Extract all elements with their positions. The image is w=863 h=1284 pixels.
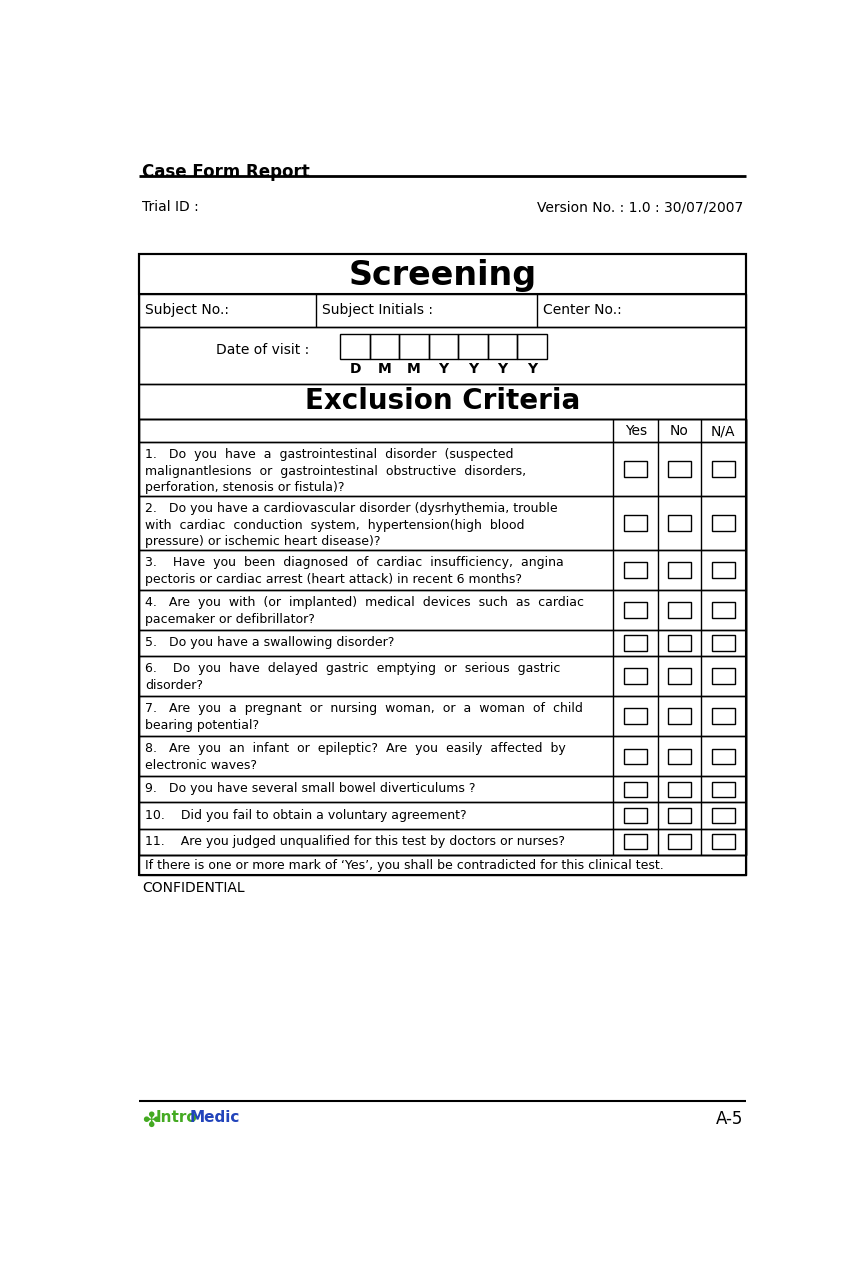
- Text: Subject Initials :: Subject Initials :: [322, 303, 432, 317]
- Text: Center No.:: Center No.:: [544, 303, 622, 317]
- Text: Trial ID :: Trial ID :: [142, 200, 198, 214]
- Bar: [712, 749, 735, 764]
- Bar: [712, 461, 735, 476]
- Text: If there is one or more mark of ‘Yes’, you shall be contradicted for this clinic: If there is one or more mark of ‘Yes’, y…: [145, 859, 664, 872]
- Bar: [624, 602, 647, 618]
- Text: 7.   Are  you  a  pregnant  or  nursing  woman,  or  a  woman  of  child
bearing: 7. Are you a pregnant or nursing woman, …: [145, 702, 583, 732]
- Bar: [624, 709, 647, 724]
- Bar: [712, 669, 735, 684]
- Bar: [668, 602, 691, 618]
- Bar: [712, 636, 735, 651]
- Text: 11.    Are you judged unqualified for this test by doctors or nurses?: 11. Are you judged unqualified for this …: [145, 835, 565, 847]
- Bar: [139, 630, 746, 656]
- Bar: [139, 384, 746, 419]
- Bar: [139, 736, 746, 777]
- Text: ✤: ✤: [142, 1111, 160, 1130]
- Bar: [139, 294, 746, 326]
- Bar: [668, 515, 691, 530]
- Text: Date of visit :: Date of visit :: [217, 344, 310, 357]
- Text: Case Form Report: Case Form Report: [142, 163, 310, 181]
- Bar: [712, 782, 735, 797]
- Bar: [139, 855, 746, 874]
- Text: Exclusion Criteria: Exclusion Criteria: [305, 388, 580, 416]
- Text: 5.   Do you have a swallowing disorder?: 5. Do you have a swallowing disorder?: [145, 636, 394, 650]
- Text: D: D: [350, 362, 361, 376]
- Text: M: M: [407, 362, 421, 376]
- Text: 2.   Do you have a cardiovascular disorder (dysrhythemia, trouble
with  cardiac : 2. Do you have a cardiovascular disorder…: [145, 502, 557, 548]
- Bar: [624, 808, 647, 823]
- Bar: [712, 562, 735, 578]
- Text: Subject No.:: Subject No.:: [145, 303, 229, 317]
- Bar: [624, 461, 647, 476]
- Bar: [139, 802, 746, 828]
- Bar: [668, 782, 691, 797]
- Bar: [712, 709, 735, 724]
- Bar: [488, 334, 517, 360]
- Text: Y: Y: [526, 362, 537, 376]
- Text: Screening: Screening: [349, 259, 536, 291]
- Bar: [340, 334, 370, 360]
- Bar: [668, 808, 691, 823]
- Bar: [139, 777, 746, 802]
- Bar: [139, 656, 746, 696]
- Bar: [139, 254, 746, 294]
- Bar: [624, 515, 647, 530]
- Bar: [624, 636, 647, 651]
- Bar: [400, 334, 429, 360]
- Bar: [624, 782, 647, 797]
- Text: 3.    Have  you  been  diagnosed  of  cardiac  insufficiency,  angina
pectoris o: 3. Have you been diagnosed of cardiac in…: [145, 556, 564, 586]
- Bar: [712, 602, 735, 618]
- Bar: [370, 334, 400, 360]
- Bar: [517, 334, 546, 360]
- Bar: [139, 419, 746, 855]
- Bar: [668, 749, 691, 764]
- Bar: [139, 442, 746, 496]
- Bar: [139, 419, 746, 442]
- Text: N/A: N/A: [711, 424, 735, 438]
- Text: Y: Y: [497, 362, 507, 376]
- Bar: [668, 835, 691, 850]
- Text: A-5: A-5: [716, 1111, 743, 1129]
- Text: Medic: Medic: [190, 1111, 241, 1125]
- Bar: [139, 254, 746, 874]
- Text: 10.    Did you fail to obtain a voluntary agreement?: 10. Did you fail to obtain a voluntary a…: [145, 809, 467, 822]
- Text: CONFIDENTIAL: CONFIDENTIAL: [142, 881, 244, 895]
- Bar: [668, 461, 691, 476]
- Bar: [624, 562, 647, 578]
- Text: Yes: Yes: [625, 424, 646, 438]
- Text: Y: Y: [438, 362, 449, 376]
- Bar: [139, 550, 746, 589]
- Text: 6.    Do  you  have  delayed  gastric  emptying  or  serious  gastric
disorder?: 6. Do you have delayed gastric emptying …: [145, 663, 560, 692]
- Text: Version No. : 1.0 : 30/07/2007: Version No. : 1.0 : 30/07/2007: [537, 200, 743, 214]
- Text: No: No: [670, 424, 689, 438]
- Bar: [712, 515, 735, 530]
- Bar: [458, 334, 488, 360]
- Text: Intro: Intro: [156, 1111, 198, 1125]
- Bar: [139, 326, 746, 384]
- Bar: [624, 749, 647, 764]
- Bar: [668, 669, 691, 684]
- Text: M: M: [378, 362, 392, 376]
- Bar: [139, 828, 746, 855]
- Bar: [139, 496, 746, 550]
- Bar: [429, 334, 458, 360]
- Bar: [139, 589, 746, 630]
- Text: Y: Y: [468, 362, 478, 376]
- Text: 9.   Do you have several small bowel diverticulums ?: 9. Do you have several small bowel diver…: [145, 782, 476, 795]
- Bar: [668, 709, 691, 724]
- Text: 4.   Are  you  with  (or  implanted)  medical  devices  such  as  cardiac
pacema: 4. Are you with (or implanted) medical d…: [145, 596, 584, 625]
- Bar: [624, 669, 647, 684]
- Bar: [624, 835, 647, 850]
- Bar: [668, 562, 691, 578]
- Text: 1.   Do  you  have  a  gastrointestinal  disorder  (suspected
malignantlesions  : 1. Do you have a gastrointestinal disord…: [145, 448, 526, 494]
- Bar: [712, 808, 735, 823]
- Bar: [139, 696, 746, 736]
- Text: 8.   Are  you  an  infant  or  epileptic?  Are  you  easily  affected  by
electr: 8. Are you an infant or epileptic? Are y…: [145, 742, 566, 772]
- Bar: [668, 636, 691, 651]
- Bar: [712, 835, 735, 850]
